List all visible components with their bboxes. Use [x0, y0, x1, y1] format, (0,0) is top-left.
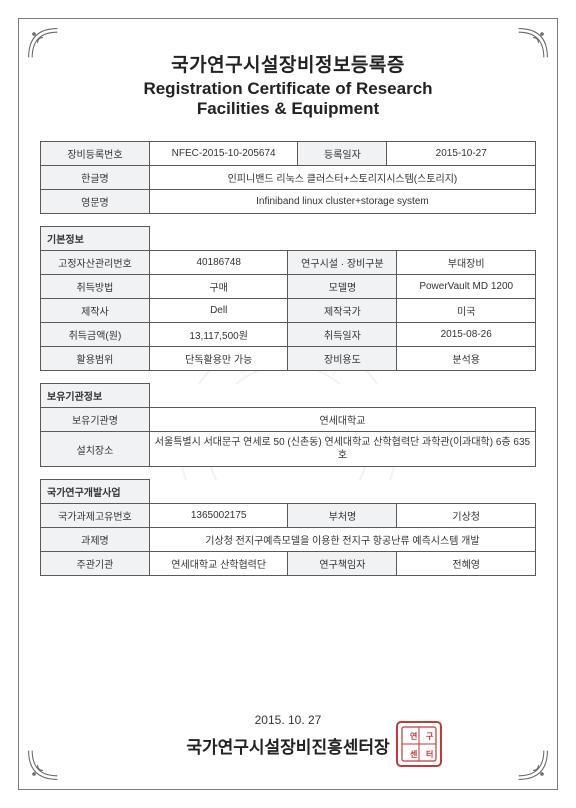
holding-org-table: 보유기관정보 보유기관명 연세대학교 설치장소 서울특별시 서대문구 연세로 5…	[40, 383, 536, 467]
model: PowerVault MD 1200	[397, 275, 536, 299]
proj-name: 기상청 전지구예측모델을 이용한 전지구 항공난류 예측시스템 개발	[149, 528, 535, 552]
title-kr: 국가연구시설장비정보등록증	[40, 50, 536, 77]
proj-no-label: 국가과제고유번호	[41, 504, 150, 528]
en-name: Infiniband linux cluster+storage system	[149, 190, 535, 214]
national-project-header: 국가연구개발사업	[41, 480, 150, 504]
acq-date: 2015-08-26	[397, 323, 536, 347]
country-label: 제작국가	[288, 299, 397, 323]
host-label: 주관기관	[41, 552, 150, 576]
host: 연세대학교 산학협력단	[149, 552, 288, 576]
maker-label: 제작사	[41, 299, 150, 323]
footer-org-text: 국가연구시설장비진흥센터장	[186, 738, 389, 757]
addr-label: 설치장소	[41, 432, 150, 467]
title-en-line1: Registration Certificate of Research	[40, 79, 536, 99]
org: 연세대학교	[149, 408, 535, 432]
svg-text:센: 센	[410, 749, 417, 759]
basic-info-header: 기본정보	[41, 227, 150, 251]
national-project-table: 국가연구개발사업 국가과제고유번호 1365002175 부처명 기상청 과제명…	[40, 479, 536, 576]
asset-no-label: 고정자산관리번호	[41, 251, 150, 275]
acq-method: 구매	[149, 275, 288, 299]
footer-org: 국가연구시설장비진흥센터장 연 구 센 터	[186, 733, 389, 758]
facility-class: 부대장비	[397, 251, 536, 275]
en-name-label: 영문명	[41, 190, 150, 214]
title-block: 국가연구시설장비정보등록증 Registration Certificate o…	[40, 50, 536, 119]
acq-method-label: 취득방법	[41, 275, 150, 299]
reg-date-label: 등록일자	[298, 142, 387, 166]
model-label: 모델명	[288, 275, 397, 299]
facility-class-label: 연구시설 · 장비구분	[288, 251, 397, 275]
dept: 기상청	[397, 504, 536, 528]
price: 13,117,500원	[149, 323, 288, 347]
footer-date: 2015. 10. 27	[40, 713, 536, 727]
usage: 분석용	[397, 347, 536, 371]
acq-date-label: 취득일자	[288, 323, 397, 347]
pi: 전혜영	[397, 552, 536, 576]
certificate-content: 국가연구시설장비정보등록증 Registration Certificate o…	[40, 50, 536, 768]
svg-text:연: 연	[410, 731, 417, 741]
registration-table: 장비등록번호 NFEC-2015-10-205674 등록일자 2015-10-…	[40, 141, 536, 214]
svg-text:구: 구	[426, 732, 434, 741]
pi-label: 연구책임자	[288, 552, 397, 576]
scope: 단독활용만 가능	[149, 347, 288, 371]
holding-org-header: 보유기관정보	[41, 384, 150, 408]
proj-name-label: 과제명	[41, 528, 150, 552]
maker: Dell	[149, 299, 288, 323]
country: 미국	[397, 299, 536, 323]
price-label: 취득금액(원)	[41, 323, 150, 347]
addr: 서울특별시 서대문구 연세로 50 (신촌동) 연세대학교 산학협력단 과학관(…	[149, 432, 535, 467]
svg-text:터: 터	[426, 749, 433, 759]
dept-label: 부처명	[288, 504, 397, 528]
scope-label: 활용범위	[41, 347, 150, 371]
footer: 2015. 10. 27 국가연구시설장비진흥센터장 연 구 센 터	[40, 713, 536, 758]
kr-name-label: 한글명	[41, 166, 150, 190]
usage-label: 장비용도	[288, 347, 397, 371]
reg-date: 2015-10-27	[387, 142, 536, 166]
asset-no: 40186748	[149, 251, 288, 275]
org-label: 보유기관명	[41, 408, 150, 432]
reg-no-label: 장비등록번호	[41, 142, 150, 166]
title-en-line2: Facilities & Equipment	[40, 99, 536, 119]
proj-no: 1365002175	[149, 504, 288, 528]
kr-name: 인피니밴드 리눅스 클러스터+스토리지시스템(스토리지)	[149, 166, 535, 190]
reg-no: NFEC-2015-10-205674	[149, 142, 298, 166]
official-seal-icon: 연 구 센 터	[394, 719, 444, 769]
basic-info-table: 기본정보 고정자산관리번호 40186748 연구시설 · 장비구분 부대장비 …	[40, 226, 536, 371]
